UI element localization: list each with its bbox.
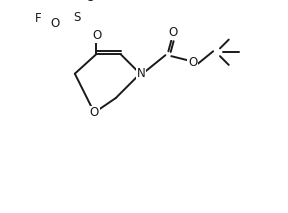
Text: O: O [86, 0, 95, 4]
Text: F: F [35, 12, 41, 25]
Text: O: O [93, 29, 102, 42]
Text: N: N [137, 67, 145, 80]
Text: O: O [168, 26, 178, 39]
Text: O: O [188, 56, 197, 69]
Text: O: O [90, 106, 99, 119]
Text: S: S [73, 11, 80, 24]
Text: O: O [51, 17, 60, 30]
